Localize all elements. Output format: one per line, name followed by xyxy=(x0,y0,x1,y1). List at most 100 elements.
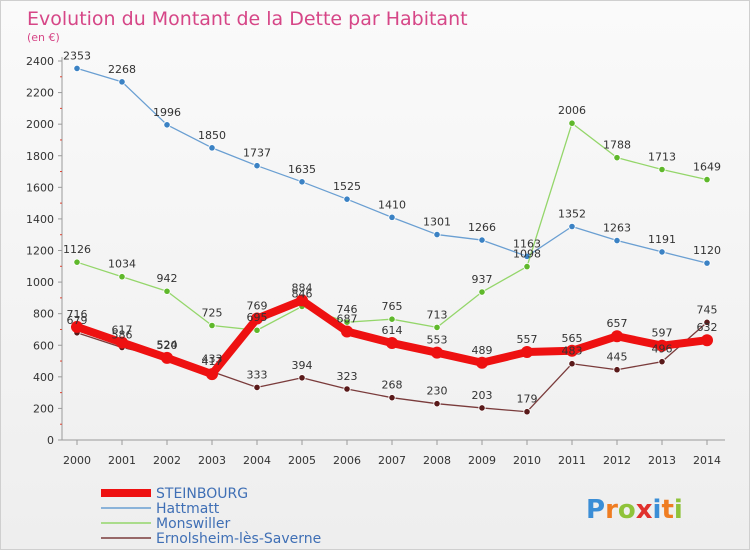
data-point-steinbourg xyxy=(701,334,713,347)
data-label-steinbourg: 417 xyxy=(202,355,223,368)
data-point-monswiller xyxy=(343,318,351,326)
data-point-steinbourg xyxy=(161,351,173,364)
x-tick-label: 2004 xyxy=(243,454,271,467)
data-label-steinbourg: 884 xyxy=(292,281,313,294)
data-point-steinbourg xyxy=(656,339,668,352)
legend-label: Hattmatt xyxy=(156,501,220,517)
data-label-steinbourg: 687 xyxy=(337,313,358,326)
y-tick-label: 2000 xyxy=(26,118,54,131)
y-tick-label: 1000 xyxy=(26,276,54,289)
proxiti-logo: Proxiti xyxy=(586,495,683,525)
legend-label: Monswiller xyxy=(156,516,231,532)
data-label-hattmatt: 1163 xyxy=(513,237,541,250)
data-label-monswiller: 765 xyxy=(382,300,403,313)
data-point-steinbourg xyxy=(431,346,443,359)
x-tick-label: 2014 xyxy=(693,454,721,467)
data-label-steinbourg: 553 xyxy=(427,334,448,347)
data-labels-layer: 2353 2268 1996 1850 1737 1635 1525 1410 1301 1266… xyxy=(63,49,721,405)
data-label-steinbourg: 657 xyxy=(607,317,628,330)
data-label-ernolsheim-l-s-saverne: 433 xyxy=(202,353,223,366)
x-tick-label: 2013 xyxy=(648,454,676,467)
data-point-steinbourg xyxy=(296,294,308,307)
y-tick-label: 200 xyxy=(33,402,54,415)
data-label-monswiller: 1788 xyxy=(603,139,631,152)
legend-label: STEINBOURG xyxy=(156,486,248,502)
data-point-hattmatt xyxy=(253,162,261,170)
data-point-steinbourg xyxy=(476,356,488,369)
data-point-monswiller xyxy=(253,326,261,334)
data-point-steinbourg xyxy=(611,330,623,343)
x-tick-label: 2012 xyxy=(603,454,631,467)
x-tick-label: 2010 xyxy=(513,454,541,467)
data-label-hattmatt: 1635 xyxy=(288,163,316,176)
data-point-hattmatt xyxy=(613,236,621,245)
y-tick-label: 2200 xyxy=(26,87,54,100)
data-label-hattmatt: 2353 xyxy=(63,49,91,62)
data-label-hattmatt: 1850 xyxy=(198,129,226,142)
data-label-ernolsheim-l-s-saverne: 483 xyxy=(562,345,583,358)
data-point-ernolsheim-l-s-saverne xyxy=(253,383,261,392)
x-tick-label: 2002 xyxy=(153,454,181,467)
svg-text:Proxiti: Proxiti xyxy=(586,495,683,525)
chart-subtitle: (en €) xyxy=(27,31,60,44)
y-tick-label: 400 xyxy=(33,371,54,384)
x-tick-label: 2001 xyxy=(108,454,136,467)
x-tick-label: 2007 xyxy=(378,454,406,467)
data-label-monswiller: 942 xyxy=(157,272,178,285)
data-point-steinbourg xyxy=(116,336,128,349)
data-point-monswiller xyxy=(613,154,621,162)
data-label-monswiller: 2006 xyxy=(558,104,586,117)
data-point-monswiller xyxy=(388,315,396,323)
data-point-monswiller xyxy=(163,287,171,295)
data-label-steinbourg: 520 xyxy=(157,339,178,352)
data-label-monswiller: 695 xyxy=(247,311,268,324)
legend: STEINBOURGHattmattMonswillerErnolsheim-l… xyxy=(101,486,321,547)
data-point-monswiller xyxy=(568,119,576,127)
data-point-monswiller xyxy=(703,175,711,184)
data-point-monswiller xyxy=(478,288,486,296)
data-label-monswiller: 1713 xyxy=(648,150,676,163)
y-tick-label: 2400 xyxy=(26,55,54,68)
data-point-hattmatt xyxy=(568,222,576,231)
axes: 0 200 400 600 800 1000 1200 1400 1600 1800 2000 220… xyxy=(26,55,725,467)
data-label-hattmatt: 1120 xyxy=(693,244,721,257)
data-label-monswiller: 937 xyxy=(472,273,493,286)
data-point-steinbourg xyxy=(386,337,398,350)
data-point-monswiller xyxy=(658,165,666,174)
data-label-monswiller: 713 xyxy=(427,308,448,321)
data-label-ernolsheim-l-s-saverne: 496 xyxy=(652,343,673,356)
data-point-ernolsheim-l-s-saverne xyxy=(703,318,711,326)
data-label-hattmatt: 1191 xyxy=(648,233,676,246)
data-point-hattmatt xyxy=(433,230,441,239)
data-label-steinbourg: 632 xyxy=(697,321,718,334)
data-label-hattmatt: 1352 xyxy=(558,207,586,220)
data-point-hattmatt xyxy=(703,259,711,267)
y-tick-label: 600 xyxy=(33,339,54,352)
x-tick-label: 2008 xyxy=(423,454,451,467)
data-label-ernolsheim-l-s-saverne: 394 xyxy=(292,359,313,372)
data-point-ernolsheim-l-s-saverne xyxy=(433,400,441,408)
data-point-ernolsheim-l-s-saverne xyxy=(478,404,486,412)
data-point-hattmatt xyxy=(658,248,666,256)
x-tick-label: 2005 xyxy=(288,454,316,467)
data-label-hattmatt: 2268 xyxy=(108,63,136,76)
data-label-ernolsheim-l-s-saverne: 679 xyxy=(67,314,88,327)
data-point-ernolsheim-l-s-saverne xyxy=(298,374,306,382)
data-label-ernolsheim-l-s-saverne: 333 xyxy=(247,368,268,381)
y-tick-label: 1800 xyxy=(26,150,54,163)
x-tick-label: 2003 xyxy=(198,454,226,467)
data-label-ernolsheim-l-s-saverne: 323 xyxy=(337,370,358,383)
data-label-hattmatt: 1266 xyxy=(468,221,496,234)
data-point-hattmatt xyxy=(388,213,396,221)
data-label-monswiller: 846 xyxy=(292,287,313,300)
data-point-steinbourg xyxy=(341,325,353,338)
data-label-ernolsheim-l-s-saverne: 179 xyxy=(517,393,538,406)
data-point-ernolsheim-l-s-saverne xyxy=(388,394,396,402)
data-point-ernolsheim-l-s-saverne xyxy=(613,366,621,374)
data-point-steinbourg xyxy=(521,346,533,359)
data-label-steinbourg: 557 xyxy=(517,333,538,346)
data-point-hattmatt xyxy=(163,121,171,129)
data-label-monswiller: 1126 xyxy=(63,243,91,256)
